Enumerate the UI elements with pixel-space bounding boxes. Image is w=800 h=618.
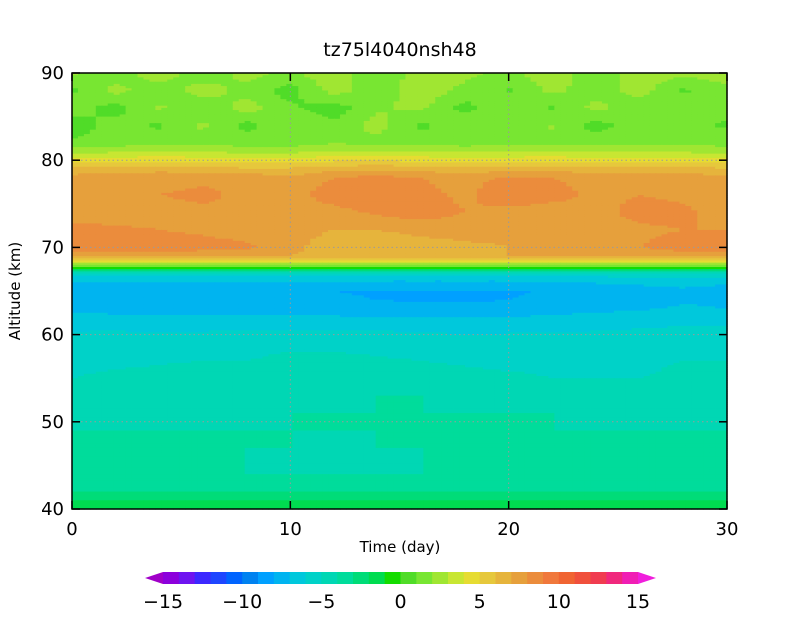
chart-title: tz75l4040nsh48 [323,39,476,61]
heatmap-cells [72,73,728,510]
